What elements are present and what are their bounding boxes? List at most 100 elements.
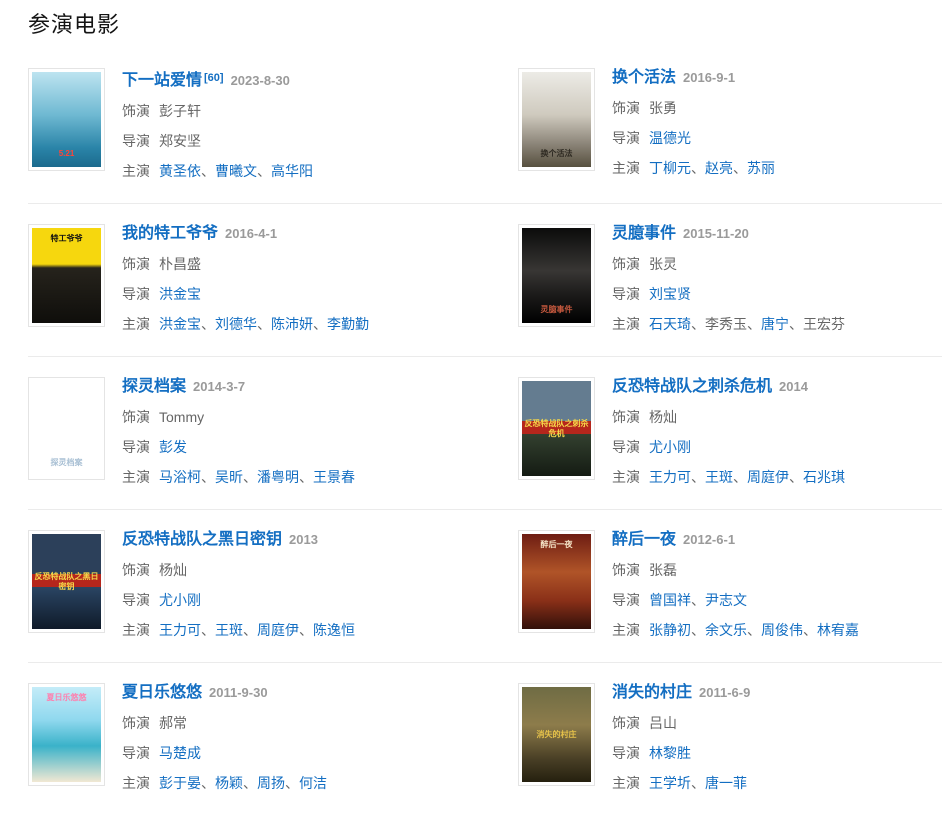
person-link[interactable]: 丁柳元: [649, 160, 691, 176]
name-separator: 、: [285, 775, 299, 791]
person-link[interactable]: 潘粤明: [257, 469, 299, 485]
person-link[interactable]: 陈沛妍: [271, 316, 313, 332]
movie-title-link[interactable]: 我的特工爷爷: [122, 225, 219, 242]
person-link[interactable]: 刘德华: [215, 316, 257, 332]
poster-image: 灵臆事件: [522, 228, 591, 323]
reference-sup-link[interactable]: [60]: [204, 72, 224, 84]
person-link[interactable]: 洪金宝: [159, 286, 201, 302]
movie-title-link[interactable]: 换个活法: [612, 69, 677, 86]
starring-label: 主演: [612, 775, 640, 791]
person-link[interactable]: 石天琦: [649, 316, 691, 332]
movie-card: 灵臆事件 灵臆事件 2015-11-20 饰演 张灵 导演 刘宝贤 主演 石天琦、李秀玉…: [518, 224, 942, 334]
person-link[interactable]: 黄圣依: [159, 163, 201, 179]
person-link[interactable]: 温德光: [649, 130, 691, 146]
person-link[interactable]: 马楚成: [159, 745, 201, 761]
person-link[interactable]: 杨颖: [215, 775, 243, 791]
person-link[interactable]: 尹志文: [705, 592, 747, 608]
role-line: 饰演 Tommy: [122, 407, 355, 427]
starring-label: 主演: [122, 316, 150, 332]
person-link[interactable]: 尤小刚: [159, 592, 201, 608]
person-link[interactable]: 刘宝贤: [649, 286, 691, 302]
person-link[interactable]: 王力可: [649, 469, 691, 485]
role-label: 饰演: [122, 562, 150, 578]
person-link[interactable]: 唐宁: [761, 316, 789, 332]
starring-values: 丁柳元、赵亮、苏丽: [649, 160, 775, 176]
person-link[interactable]: 林黎胜: [649, 745, 691, 761]
name-separator: 、: [691, 622, 705, 638]
person-link[interactable]: 周庭伊: [747, 469, 789, 485]
person-link[interactable]: 林宥嘉: [817, 622, 859, 638]
movie-poster-link[interactable]: 醉后一夜: [518, 530, 595, 633]
person-link[interactable]: 吴昕: [215, 469, 243, 485]
person-link[interactable]: 曾国祥: [649, 592, 691, 608]
movie-poster-link[interactable]: 反恐特战队之黑日密钥: [28, 530, 105, 633]
movie-title-link[interactable]: 夏日乐悠悠: [122, 684, 203, 701]
movie-card: 换个活法 换个活法 2016-9-1 饰演 张勇 导演 温德光 主演 丁柳元、赵亮、苏丽: [518, 68, 942, 181]
title-line: 灵臆事件 2015-11-20: [612, 224, 845, 244]
name-separator: 、: [803, 622, 817, 638]
poster-image: 反恐特战队之刺杀危机: [522, 381, 591, 476]
movie-title-link[interactable]: 醉后一夜: [612, 531, 677, 548]
person-link[interactable]: 王斑: [215, 622, 243, 638]
movie-poster-link[interactable]: 消失的村庄: [518, 683, 595, 786]
person-name: 李秀玉: [705, 316, 747, 332]
starring-label: 主演: [612, 469, 640, 485]
person-link[interactable]: 高华阳: [271, 163, 313, 179]
person-link[interactable]: 周扬: [257, 775, 285, 791]
movie-poster-link[interactable]: 探灵档案: [28, 377, 105, 480]
person-link[interactable]: 何洁: [299, 775, 327, 791]
person-link[interactable]: 陈逸恒: [313, 622, 355, 638]
director-values: 洪金宝: [159, 286, 201, 302]
person-link[interactable]: 唐一菲: [705, 775, 747, 791]
movie-title-link[interactable]: 消失的村庄: [612, 684, 693, 701]
person-link[interactable]: 彭于晏: [159, 775, 201, 791]
role-value: 郝常: [159, 715, 187, 731]
movie-title-link[interactable]: 反恐特战队之刺杀危机: [612, 378, 773, 395]
role-value: 杨灿: [159, 562, 187, 578]
person-link[interactable]: 张静初: [649, 622, 691, 638]
movie-poster-link[interactable]: 反恐特战队之刺杀危机: [518, 377, 595, 480]
starring-values: 王力可、王斑、周庭伊、石兆琪: [649, 469, 845, 485]
movie-poster-link[interactable]: 灵臆事件: [518, 224, 595, 327]
person-link[interactable]: 余文乐: [705, 622, 747, 638]
name-separator: 、: [243, 622, 257, 638]
director-line: 导演 温德光: [612, 128, 775, 148]
person-link[interactable]: 苏丽: [747, 160, 775, 176]
movie-title-link[interactable]: 反恐特战队之黑日密钥: [122, 531, 283, 548]
movie-card: 特工爷爷 我的特工爷爷 2016-4-1 饰演 朴昌盛 导演 洪金宝 主演 洪金宝、刘德…: [28, 224, 485, 334]
release-date: 2023-8-30: [230, 73, 290, 88]
poster-title-overlay: 消失的村庄: [536, 729, 577, 739]
person-link[interactable]: 彭发: [159, 439, 187, 455]
person-link[interactable]: 王力可: [159, 622, 201, 638]
person-link[interactable]: 尤小刚: [649, 439, 691, 455]
movie-info: 探灵档案 2014-3-7 饰演 Tommy 导演 彭发 主演 马浴柯、吴昕、潘粤明、王…: [122, 377, 355, 487]
starring-line: 主演 洪金宝、刘德华、陈沛妍、李勤勤: [122, 314, 369, 334]
movie-row: 特工爷爷 我的特工爷爷 2016-4-1 饰演 朴昌盛 导演 洪金宝 主演 洪金宝、刘德…: [28, 203, 942, 356]
movie-poster-link[interactable]: 特工爷爷: [28, 224, 105, 327]
person-link[interactable]: 石兆琪: [803, 469, 845, 485]
role-label: 饰演: [612, 715, 640, 731]
person-link[interactable]: 王学圻: [649, 775, 691, 791]
movie-poster-link[interactable]: 夏日乐悠悠: [28, 683, 105, 786]
person-link[interactable]: 马浴柯: [159, 469, 201, 485]
movie-poster-link[interactable]: 5.21: [28, 68, 105, 171]
movie-row: 夏日乐悠悠 夏日乐悠悠 2011-9-30 饰演 郝常 导演 马楚成 主演 彭于晏、杨颖…: [28, 662, 942, 815]
role-line: 饰演 吕山: [612, 713, 750, 733]
person-link[interactable]: 赵亮: [705, 160, 733, 176]
release-date: 2011-6-9: [699, 685, 751, 700]
movie-poster-link[interactable]: 换个活法: [518, 68, 595, 171]
person-link[interactable]: 曹曦文: [215, 163, 257, 179]
person-link[interactable]: 周庭伊: [257, 622, 299, 638]
person-link[interactable]: 王景春: [313, 469, 355, 485]
person-link[interactable]: 洪金宝: [159, 316, 201, 332]
poster-title-overlay: 反恐特战队之刺杀危机: [524, 418, 589, 438]
movie-title-link[interactable]: 灵臆事件: [612, 225, 677, 242]
person-link[interactable]: 李勤勤: [327, 316, 369, 332]
movie-title-link[interactable]: 探灵档案: [122, 378, 187, 395]
person-link[interactable]: 王斑: [705, 469, 733, 485]
name-separator: 、: [243, 775, 257, 791]
movie-title-link[interactable]: 下一站爱情: [122, 72, 203, 89]
movie-card: 夏日乐悠悠 夏日乐悠悠 2011-9-30 饰演 郝常 导演 马楚成 主演 彭于晏、杨颖…: [28, 683, 485, 793]
person-link[interactable]: 周俊伟: [761, 622, 803, 638]
director-values: 尤小刚: [159, 592, 201, 608]
